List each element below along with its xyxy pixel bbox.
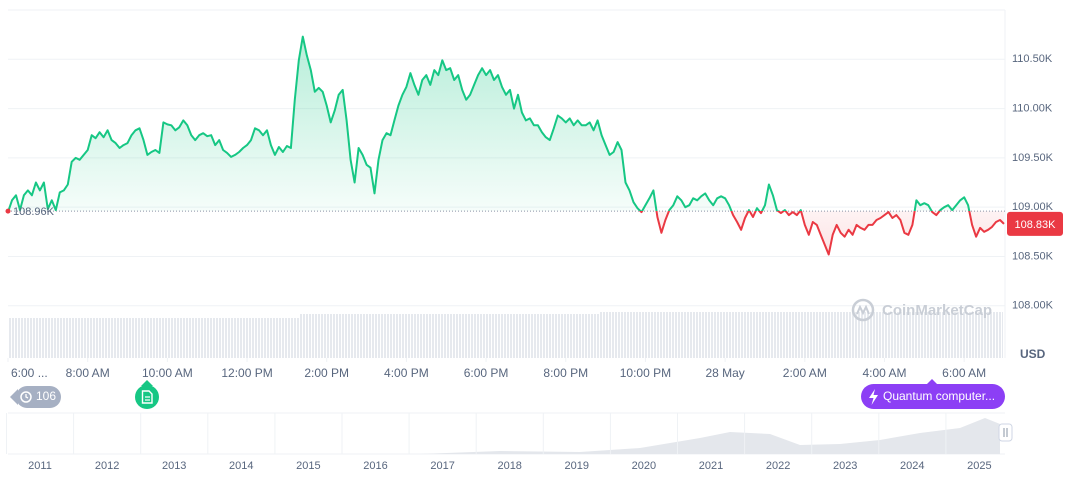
x-tick-label: 8:00 AM bbox=[66, 366, 110, 380]
x-tick-label: 6:00 ... bbox=[11, 366, 48, 380]
overlay: 108.96K 108.83K bbox=[5, 206, 1063, 236]
y-tick-label: 109.50K bbox=[1012, 152, 1054, 164]
year-label: 2014 bbox=[229, 460, 253, 472]
year-label: 2021 bbox=[699, 460, 723, 472]
year-label: 2016 bbox=[363, 460, 387, 472]
badge-pointer bbox=[926, 379, 938, 385]
year-label: 2017 bbox=[430, 460, 454, 472]
year-label: 2012 bbox=[95, 460, 119, 472]
y-unit-label: USD bbox=[1020, 347, 1046, 361]
reference-label: 108.96K bbox=[13, 206, 55, 218]
bolt-icon bbox=[869, 389, 878, 405]
year-label: 2011 bbox=[28, 460, 52, 472]
watermark-text: CoinMarketCap bbox=[882, 302, 992, 319]
headline-text: Quantum computer... bbox=[883, 389, 995, 403]
year-label: 2018 bbox=[497, 460, 521, 472]
current-price-label: 108.83K bbox=[1015, 219, 1057, 231]
price-line bbox=[7, 35, 1005, 256]
badge-pointer bbox=[141, 380, 153, 386]
x-tick-label: 2:00 AM bbox=[783, 366, 827, 380]
navigator-handle[interactable] bbox=[998, 423, 1013, 442]
watermark: CoinMarketCap bbox=[851, 298, 992, 322]
navigator-area bbox=[8, 418, 1000, 454]
year-label: 2020 bbox=[632, 460, 656, 472]
volume-bars bbox=[8, 312, 1003, 358]
doc-icon bbox=[141, 390, 153, 404]
year-label: 2015 bbox=[296, 460, 320, 472]
x-tick-label: 4:00 AM bbox=[862, 366, 906, 380]
y-tick-label: 109.00K bbox=[1012, 201, 1054, 213]
x-tick-label: 12:00 PM bbox=[221, 366, 272, 380]
navigator-years: 2011 2012 2013 2014 2015 2016 2017 2018 2019 2020… bbox=[6, 413, 992, 472]
plot bbox=[7, 35, 1005, 256]
year-label: 2022 bbox=[766, 460, 790, 472]
y-tick-label: 108.00K bbox=[1012, 300, 1054, 312]
x-tick-label: 28 May bbox=[705, 366, 744, 380]
y-tick-label: 110.00K bbox=[1012, 102, 1053, 114]
year-label: 2013 bbox=[162, 460, 186, 472]
x-tick-label: 6:00 AM bbox=[942, 366, 986, 380]
x-tick-label: 10:00 PM bbox=[620, 366, 671, 380]
badge-bg bbox=[861, 384, 1005, 409]
x-tick-label: 8:00 PM bbox=[543, 366, 588, 380]
y-tick-label: 110.50K bbox=[1012, 53, 1053, 65]
year-label: 2023 bbox=[833, 460, 857, 472]
clock-hands bbox=[25, 394, 29, 399]
year-label: 2019 bbox=[565, 460, 589, 472]
current-price-tag bbox=[1007, 211, 1063, 236]
event-count: 106 bbox=[36, 389, 56, 403]
clock-icon bbox=[20, 391, 32, 403]
x-tick-label: 10:00 AM bbox=[142, 366, 193, 380]
news-badge[interactable] bbox=[135, 380, 159, 409]
event-count-badge[interactable]: 106 bbox=[10, 386, 61, 408]
x-tick-label: 2:00 PM bbox=[304, 366, 349, 380]
watermark-logo bbox=[851, 298, 875, 322]
price-area bbox=[8, 36, 1004, 255]
reference-dot bbox=[5, 208, 11, 214]
badge-pointer bbox=[10, 389, 18, 405]
navigator: 2011 2012 2013 2014 2015 2016 2017 2018 2019 2020… bbox=[6, 412, 1013, 472]
y-tick-label: 108.50K bbox=[1012, 250, 1054, 262]
headline-badge[interactable]: Quantum computer... bbox=[861, 379, 1005, 409]
year-label: 2025 bbox=[967, 460, 991, 472]
watermark-logo-mark bbox=[856, 304, 870, 316]
x-tick-label: 4:00 PM bbox=[384, 366, 429, 380]
x-tick-label: 6:00 PM bbox=[464, 366, 509, 380]
x-axis: 6:00 ... 8:00 AM 10:00 AM 12:00 PM 2:00 PM 4:… bbox=[7, 358, 986, 380]
year-label: 2024 bbox=[900, 460, 924, 472]
